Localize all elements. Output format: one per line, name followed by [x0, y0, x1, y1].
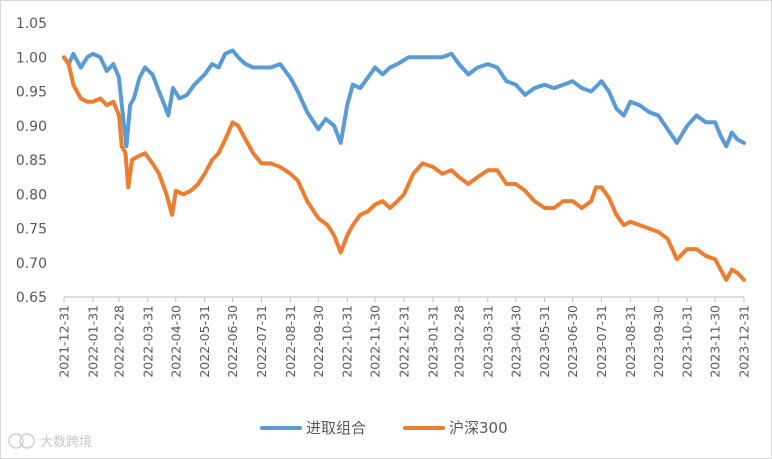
series-line-2: [62, 55, 746, 282]
y-tick-label: 0.90: [16, 119, 47, 135]
x-tick-label: 2022-05-31: [197, 305, 212, 378]
x-tick-label: 2022-12-31: [397, 305, 412, 378]
x-tick-label: 2023-05-31: [537, 305, 552, 378]
y-tick-label: 0.75: [16, 222, 47, 238]
y-tick-label: 0.85: [16, 153, 47, 169]
plot-area: [62, 48, 746, 282]
legend-label: 沪深300: [449, 419, 508, 437]
x-tick-label: 2023-04-30: [508, 305, 523, 378]
x-tick-label: 2022-04-30: [168, 305, 183, 378]
x-tick-label: 2023-07-31: [594, 305, 609, 378]
x-tick-label: 2022-03-31: [140, 305, 155, 378]
x-tick-label: 2023-06-30: [565, 305, 580, 378]
watermark: 大数跨境: [8, 433, 92, 450]
x-tick-label: 2023-10-31: [680, 305, 695, 378]
x-tick-label: 2023-08-31: [623, 305, 638, 378]
brand-logo-icon: [8, 433, 35, 449]
x-tick-label: 2023-11-30: [708, 305, 723, 378]
x-tick-label: 2022-01-31: [85, 305, 100, 378]
series-line-1: [62, 48, 746, 149]
legend: 进取组合 沪深300: [260, 419, 508, 437]
watermark-text: 大数跨境: [40, 435, 92, 450]
x-tick-label: 2023-09-30: [651, 305, 666, 378]
x-tick-label: 2022-09-30: [311, 305, 326, 378]
x-tick-label: 2022-11-30: [368, 305, 383, 378]
x-tick-label: 2023-02-28: [451, 305, 466, 378]
x-tick-label: 2022-08-31: [283, 305, 298, 378]
x-tick-label: 2023-01-31: [425, 305, 440, 378]
x-tick-label: 2022-07-31: [254, 305, 269, 378]
y-tick-label: 0.95: [16, 85, 47, 101]
y-tick-label: 1.05: [16, 16, 47, 32]
x-tick-label: 2023-12-31: [737, 305, 752, 378]
x-tick-label: 2023-03-31: [480, 305, 495, 378]
y-tick-label: 0.65: [16, 290, 47, 306]
x-tick-label: 2022-02-28: [111, 305, 126, 378]
y-tick-label: 0.80: [16, 187, 47, 203]
x-tick-label: 2021-12-31: [57, 305, 72, 378]
y-axis: 1.05 1.00 0.95 0.90 0.85 0.80 0.75 0.70 0.65: [16, 16, 47, 306]
y-tick-label: 1.00: [16, 50, 47, 66]
x-tick-label: 2022-06-30: [225, 305, 240, 378]
x-tick-label: 2022-10-31: [340, 305, 355, 378]
y-tick-label: 0.70: [16, 256, 47, 272]
legend-label: 进取组合: [306, 419, 366, 437]
x-axis: 2021-12-31 2022-01-31 2022-02-28 2022-03-31…: [57, 296, 752, 378]
